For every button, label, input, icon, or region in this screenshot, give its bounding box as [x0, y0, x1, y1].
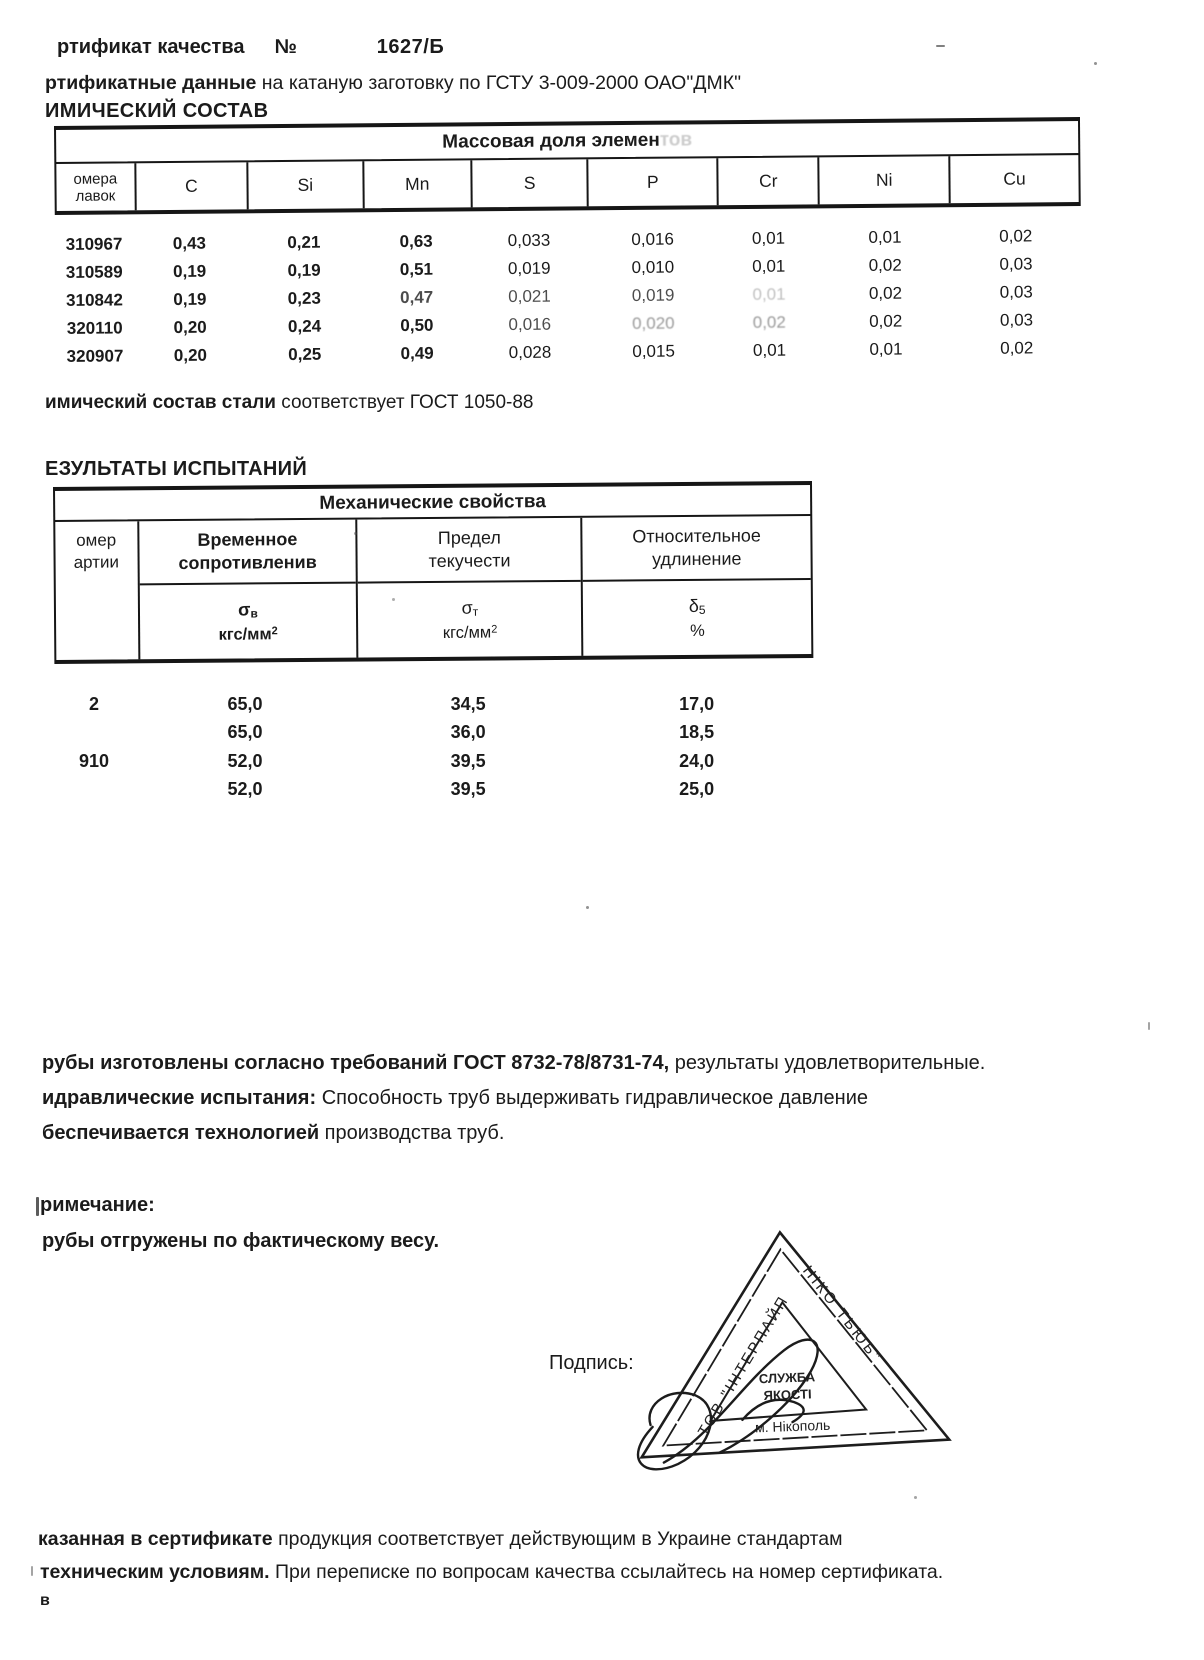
stamp-inner-line1: СЛУЖБА — [759, 1369, 816, 1386]
certificate-subtitle: ртификатные данные на катаную заготовку … — [45, 72, 741, 94]
certificate-number: 1627/Б — [376, 36, 445, 58]
stamp-graphic: ТОВ "ІНТЕРПАЙП НІКО ТЬЮБ" СЛУЖБА ЯКОСТІ … — [636, 1230, 952, 1471]
footer-stray-letter: в — [40, 1592, 50, 1609]
chem-col-Cu: Cu — [948, 155, 1079, 204]
chem-col-Cr: Cr — [716, 157, 819, 206]
table-row: 65,0 36,0 18,5 — [227, 722, 715, 743]
stamp-right-text: НІКО ТЬЮБ" — [799, 1263, 885, 1367]
chem-col-S: S — [470, 159, 588, 208]
clipped-letter-mark — [31, 1566, 33, 1576]
scan-noise — [1148, 1022, 1150, 1030]
chem-col-Ni: Ni — [817, 156, 949, 205]
section-chemical-composition: ИМИЧЕСКИЙ СОСТАВ — [45, 100, 269, 122]
chem-table-data: 310967 0,43 0,21 0,63 0,033 0,016 0,01 0… — [55, 222, 1082, 371]
hydro-line-2: беспечивается технологией производства т… — [42, 1122, 505, 1144]
hydro-line: идравлические испытания: Способность тру… — [42, 1087, 868, 1109]
quality-service-stamp: ТОВ "ІНТЕРПАЙП НІКО ТЬЮБ" СЛУЖБА ЯКОСТІ … — [594, 1215, 993, 1483]
mech-table-data: 2 65,0 34,5 17,0 65,0 36,0 18,5 910 52,0… — [53, 690, 812, 804]
scan-noise — [1094, 62, 1097, 65]
clipped-letter-mark — [36, 1197, 39, 1216]
conformity-paragraphs: рубы изготовлены согласно требований ГОС… — [42, 1046, 1137, 1151]
tubes-line: рубы изготовлены согласно требований ГОС… — [42, 1052, 986, 1074]
stamp-core-border — [708, 1300, 869, 1423]
scan-noise — [354, 532, 357, 535]
table-row: 52,0 39,5 25,0 — [227, 779, 715, 800]
stamp-city: м. Нікополь — [755, 1417, 831, 1436]
gost-conformity-line: имический состав стали соответствует ГОС… — [45, 392, 534, 413]
chem-table-header: омера лавок C Si Mn S P Cr Ni Cu — [54, 153, 1081, 215]
scan-noise — [626, 137, 629, 139]
stamp-inner-border — [661, 1247, 929, 1447]
scan-noise — [586, 906, 589, 909]
scan-noise — [914, 1496, 917, 1499]
mech-col-party: омер артии — [73, 530, 120, 572]
chem-col-heats: омера лавок — [73, 169, 118, 205]
footer-line-1: казанная в сертификате продукция соответ… — [38, 1528, 843, 1550]
stamp-outer-border — [639, 1230, 952, 1459]
table-row: 2 65,0 34,5 17,0 — [88, 693, 715, 714]
chem-col-Mn: Mn — [361, 160, 471, 209]
mechanical-properties-table: Механические свойства омер артии Временн… — [53, 481, 814, 664]
note-title: римечание: — [40, 1194, 155, 1216]
signature-label: Подпись: — [549, 1352, 634, 1374]
chem-col-P: P — [586, 158, 717, 207]
handwritten-signature — [636, 1338, 819, 1471]
chem-col-Si: Si — [246, 161, 363, 210]
footer-line-2: техническим условиям. При переписке по в… — [40, 1561, 944, 1583]
certificate-title-label: ртификат качества — [57, 36, 245, 58]
table-row: 910 52,0 39,5 24,0 — [78, 750, 715, 771]
scan-noise — [936, 45, 945, 47]
chemical-composition-table: Массовая доля элемен тов омера лавок C Si… — [54, 117, 1082, 371]
section-test-results: ЕЗУЛЬТАТЫ ИСПЫТАНИЙ — [45, 458, 307, 480]
number-sign: № — [274, 36, 297, 58]
note-body: рубы отгружены по фактическому весу. — [42, 1230, 440, 1252]
certificate-title: ртификат качества № 1627/Б — [57, 36, 444, 59]
chem-col-C: C — [134, 162, 247, 211]
stamp-left-text: ТОВ "ІНТЕРПАЙП — [694, 1292, 792, 1439]
scan-noise — [392, 598, 395, 601]
